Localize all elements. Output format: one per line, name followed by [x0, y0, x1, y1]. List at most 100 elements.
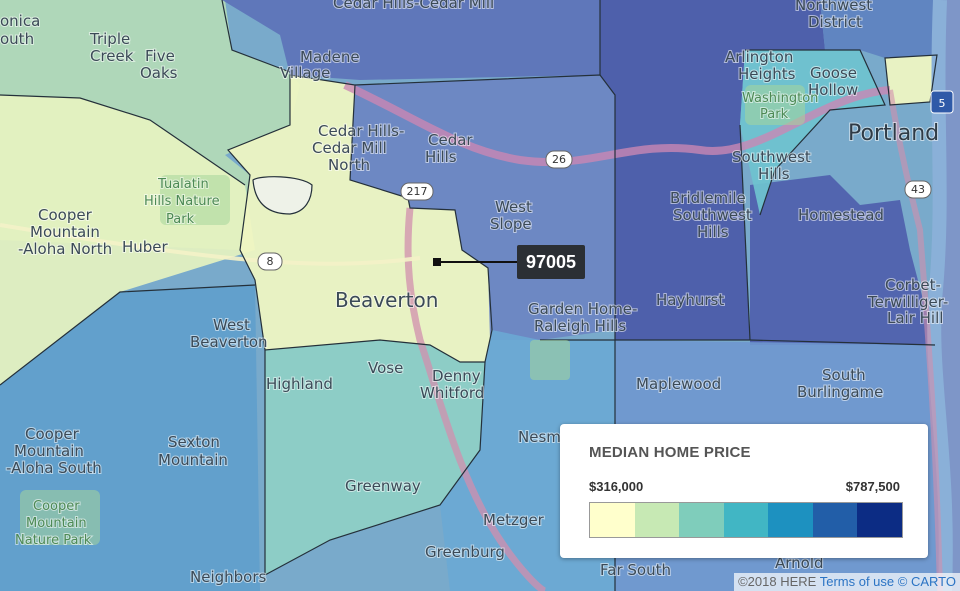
svg-text:26: 26: [552, 153, 566, 166]
place-west-slope-2: Slope: [490, 215, 532, 233]
place-oaks: Oaks: [140, 64, 178, 82]
place-cedar: Cedar: [428, 131, 473, 149]
place-beaverton: Beaverton: [335, 288, 438, 312]
place-cmnp-3: Nature Park: [15, 533, 92, 548]
place-south-burl: South: [822, 366, 866, 384]
place-maplewood: Maplewood: [636, 375, 721, 393]
place-five: Five: [145, 47, 175, 65]
place-tualatin-2: Hills Nature: [144, 194, 220, 209]
highway-shields: 26 217 8 5 43: [257, 90, 954, 271]
place-village: Village: [280, 64, 330, 82]
place-cooper-3: -Aloha North: [18, 240, 112, 258]
hwy-43-shield: 43: [904, 180, 932, 199]
carto-link[interactable]: © CARTO: [897, 574, 956, 589]
place-highland: Highland: [266, 375, 333, 393]
legend-bin-7: [857, 503, 903, 537]
legend-bin-6: [812, 503, 858, 537]
place-district: District: [808, 13, 862, 31]
legend-bin-1: [590, 503, 635, 537]
place-arlington: Arlington: [725, 48, 793, 66]
zip-area-aloha[interactable]: [0, 95, 255, 385]
zip-area-highland[interactable]: [265, 340, 485, 575]
place-cooper-1: Cooper: [38, 206, 93, 224]
zip-area-97005[interactable]: [228, 75, 492, 362]
place-south: outh: [0, 30, 34, 48]
zip-tooltip-label: 97005: [517, 245, 585, 279]
place-sexton: Sexton: [168, 433, 220, 451]
place-washington: Washington: [742, 91, 818, 106]
place-whitford: Whitford: [420, 384, 484, 402]
place-lair-hill: Lair Hill: [887, 309, 943, 327]
legend-title: MEDIAN HOME PRICE: [589, 444, 751, 461]
place-bridlemile: Bridlemile: [670, 189, 746, 207]
place-west-beav-2: Beaverton: [190, 333, 268, 351]
place-cedar-hills-3: North: [328, 156, 370, 174]
place-triple: Triple: [89, 30, 130, 48]
place-creek: Creek: [90, 47, 134, 65]
place-hills-2: Hills: [758, 165, 790, 183]
parks: [20, 85, 805, 545]
hwy-217-shield: 217: [400, 182, 434, 201]
place-madene: Madene: [300, 48, 360, 66]
map-legend: MEDIAN HOME PRICE $316,000 $787,500: [560, 424, 928, 558]
place-hollow: Hollow: [808, 81, 858, 99]
place-neighbors: Neighbors: [190, 568, 267, 586]
place-cedar-hills-1: Cedar Hills-: [318, 122, 404, 140]
place-wash-park: Park: [760, 107, 789, 122]
legend-bin-3: [679, 503, 724, 537]
place-metzger: Metzger: [483, 511, 545, 529]
hwy-5-shield: 5: [930, 90, 954, 114]
svg-text:8: 8: [267, 255, 274, 268]
place-west-beav: West: [213, 316, 250, 334]
legend-bin-4: [723, 503, 769, 537]
place-greenway: Greenway: [345, 477, 421, 495]
zip-marker: [433, 258, 517, 266]
place-homestead: Homestead: [798, 206, 884, 224]
place-portland: Portland: [848, 121, 939, 146]
place-monica: onica: [0, 12, 40, 30]
place-cmnp-2: Mountain: [26, 516, 87, 531]
zip-area-goose-hollow[interactable]: [885, 55, 937, 105]
place-terwilliger: Terwilliger-: [867, 293, 948, 311]
hwy-26-shield: 26: [545, 150, 573, 169]
place-southwest-hills-2: Hills: [697, 223, 729, 241]
place-hayhurst: Hayhurst: [656, 291, 724, 309]
svg-text:43: 43: [911, 183, 925, 196]
zip-area-portland-downtown[interactable]: [820, 0, 940, 58]
place-cmnp-1: Cooper: [33, 499, 80, 514]
place-raleigh: Raleigh Hills: [534, 317, 626, 335]
place-southwest-hills: Southwest: [673, 206, 752, 224]
place-northwest: Northwest: [795, 0, 872, 14]
legend-max-label: $787,500: [845, 479, 900, 494]
place-cooper-s-2: Mountain: [14, 442, 84, 460]
place-vose: Vose: [368, 359, 403, 377]
place-tualatin-1: Tualatin: [157, 177, 209, 192]
place-west-slope: West: [495, 198, 532, 216]
place-huber: Huber: [122, 238, 169, 256]
zip-area-bridlemile[interactable]: [600, 0, 825, 340]
legend-bin-5: [768, 503, 813, 537]
zip-area-cedar-mill[interactable]: [222, 0, 600, 80]
place-cooper-2: Mountain: [30, 223, 100, 241]
place-sexton-2: Mountain: [158, 451, 228, 469]
map-attribution: ©2018 HERE Terms of use © CARTO: [734, 573, 960, 591]
place-cooper-s-1: Cooper: [25, 425, 80, 443]
legend-min-label: $316,000: [589, 479, 644, 494]
place-southwest: Southwest: [732, 148, 811, 166]
place-denny: Denny: [432, 367, 481, 385]
legend-color-scale: [589, 502, 903, 538]
terms-of-use-link[interactable]: Terms of use: [819, 574, 895, 589]
place-greenburg: Greenburg: [425, 543, 505, 561]
place-arnold: Arnold: [775, 554, 824, 572]
place-cedar-hills-top: Cedar Hills-Cedar Mill: [333, 0, 494, 12]
zip-area-homestead[interactable]: [750, 175, 935, 345]
place-tualatin-3: Park: [166, 212, 195, 227]
svg-text:5: 5: [939, 97, 946, 110]
place-cooper-s-3: -Aloha South: [6, 459, 102, 477]
place-garden-home: Garden Home-: [528, 300, 637, 318]
place-corbet: Corbet-: [885, 276, 941, 294]
place-nesmith: Nesm: [518, 428, 561, 446]
hwy-8-shield: 8: [257, 252, 283, 271]
place-cedar-hills-2: Cedar Mill: [312, 139, 387, 157]
